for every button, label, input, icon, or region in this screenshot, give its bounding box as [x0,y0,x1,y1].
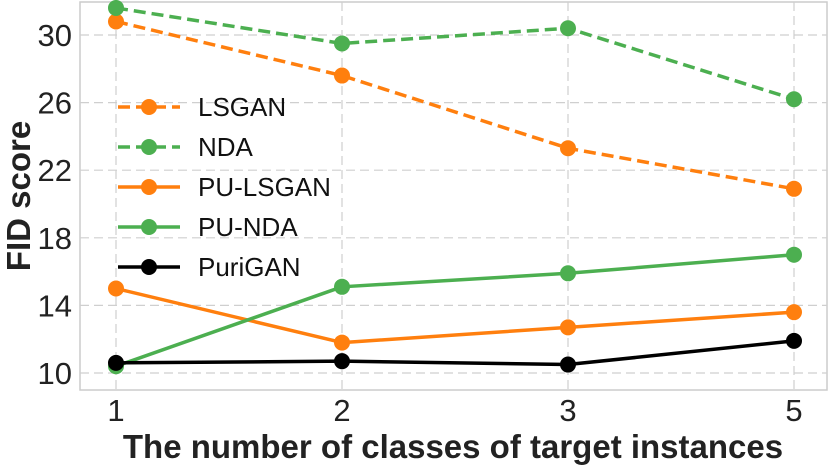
data-point [560,140,576,157]
series-line-nda [115,6,795,101]
data-point [786,91,802,108]
x-tick-label: 2 [333,393,350,428]
legend-label: PuriGAN [198,252,301,282]
data-point [786,332,802,349]
x-tick-label: 3 [559,393,576,428]
data-point [108,280,124,297]
legend-marker [141,139,157,155]
x-tick-label: 1 [107,393,124,428]
legend-label: PU-LSGAN [198,172,331,202]
series-line-pu-nda [115,252,795,368]
plot-area [79,1,828,391]
series-line-purigan [115,339,795,367]
y-tick-label: 18 [38,221,72,256]
data-point [560,20,576,37]
data-point [786,246,802,263]
data-point [560,265,576,282]
data-point [786,304,802,321]
y-tick-label: 10 [38,356,72,391]
data-point [108,354,124,371]
legend-marker [141,179,157,195]
y-tick-label: 14 [38,288,72,323]
y-tick-label: 22 [38,153,72,188]
data-point [334,35,350,52]
series-line-pu-lsgan [115,286,795,345]
legend-marker [141,99,157,115]
series-line-lsgan [115,19,795,191]
data-point [108,13,124,30]
legend-marker [141,219,157,235]
data-point [560,356,576,373]
legend-label: PU-NDA [198,212,298,242]
legend-label: NDA [198,132,254,162]
x-tick-label: 5 [785,393,802,428]
data-point [786,180,802,197]
y-axis-label: FID score [0,121,37,271]
data-point [108,0,124,16]
legend-label: LSGAN [198,92,286,122]
data-point [334,278,350,295]
data-point [334,67,350,84]
y-tick-label: 30 [38,18,72,53]
x-axis-label: The number of classes of target instance… [123,428,783,465]
legend-marker [141,259,157,275]
data-point [560,319,576,336]
data-point [334,353,350,370]
y-tick-label: 26 [38,86,72,121]
data-point [334,334,350,351]
